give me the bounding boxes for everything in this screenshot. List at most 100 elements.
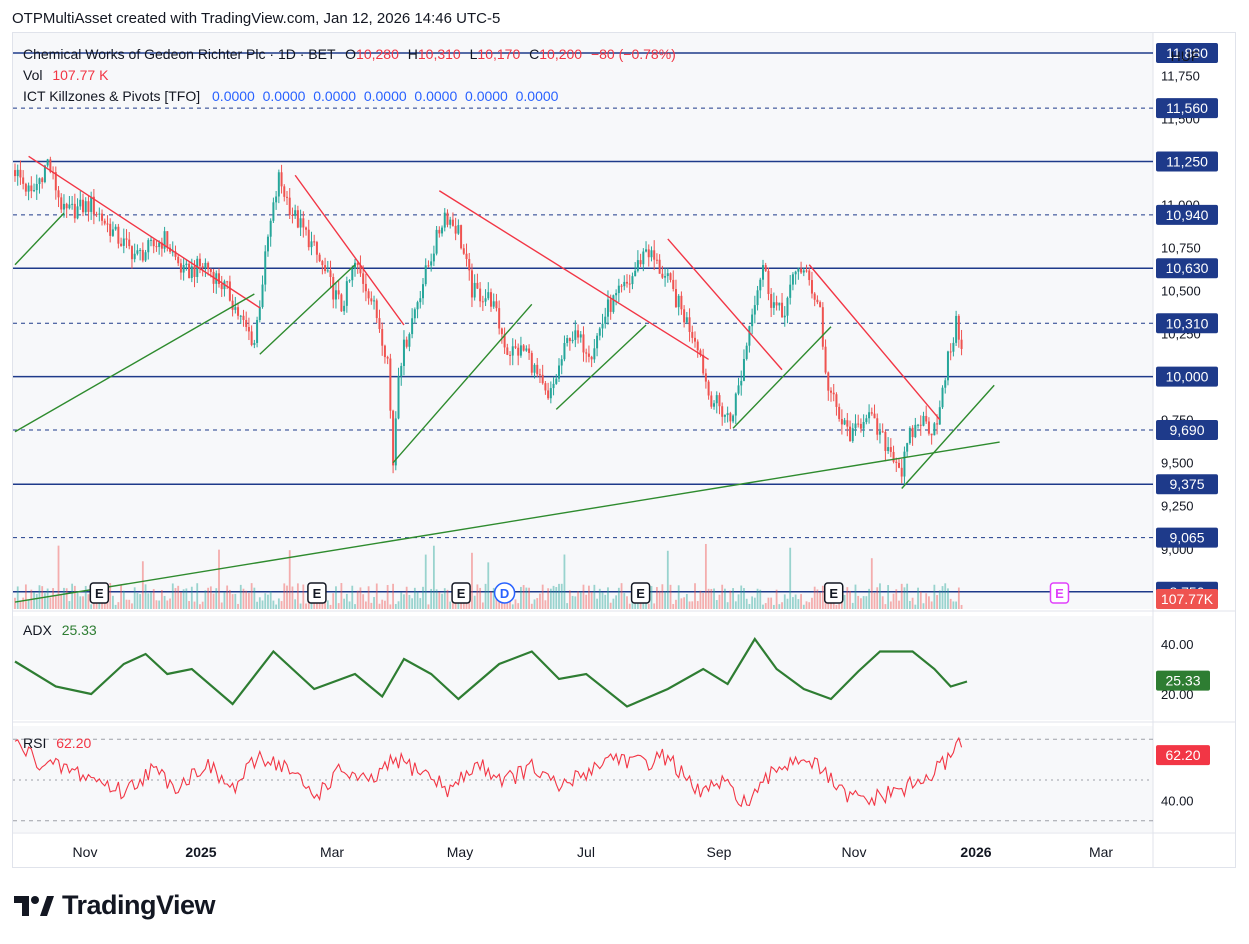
volume-bar	[272, 600, 275, 609]
volume-bar	[305, 603, 307, 609]
volume-bar	[558, 583, 560, 609]
volume-bar	[109, 583, 112, 609]
candle-body	[16, 169, 19, 177]
earnings-marker[interactable]: E	[89, 582, 110, 604]
volume-bar	[411, 598, 414, 609]
volume-bar	[598, 588, 601, 609]
volume-bar	[919, 591, 922, 609]
volume-bar	[386, 585, 389, 609]
tradingview-logo[interactable]: TradingView	[14, 890, 216, 921]
volume-bar	[299, 603, 302, 609]
earnings-marker[interactable]: E	[451, 582, 471, 604]
candle-body	[239, 315, 242, 317]
level-price-label: 9,375	[1169, 476, 1204, 492]
volume-bar	[384, 600, 386, 609]
candle-body	[514, 346, 517, 348]
volume-bar	[753, 597, 756, 609]
volume-bar	[378, 603, 381, 609]
candle-body	[362, 273, 365, 284]
volume-bar	[196, 583, 199, 609]
volume-bar	[49, 597, 52, 609]
candle-body	[563, 343, 566, 360]
level-price-badge	[1156, 151, 1218, 172]
earnings-marker[interactable]: E	[307, 582, 327, 604]
volume-bar	[900, 583, 903, 609]
candle-body	[889, 447, 892, 452]
volume-bar	[781, 602, 783, 609]
volume-bar	[533, 599, 536, 609]
volume-bar	[277, 598, 280, 609]
downtrend-line	[438, 190, 709, 361]
volume-bar	[835, 604, 838, 609]
volume-bar	[209, 586, 212, 609]
candle-body	[941, 387, 944, 408]
volume-bar	[424, 554, 427, 609]
candle-body	[756, 290, 759, 306]
candle-body	[707, 381, 710, 396]
open-label: O	[345, 46, 356, 62]
candle-body	[432, 253, 435, 262]
candle-body	[609, 299, 612, 312]
candle-body	[927, 421, 930, 434]
volume-bar	[117, 602, 120, 609]
candle-body	[280, 172, 283, 187]
candle-body	[57, 190, 60, 198]
candle-body	[813, 293, 816, 300]
volume-bar	[71, 583, 74, 609]
high-value: 10,310	[418, 46, 461, 62]
candle-body	[740, 380, 743, 386]
candle-body	[256, 320, 259, 343]
candle-body	[193, 266, 196, 277]
candle-body	[188, 263, 191, 279]
candle-body	[552, 383, 555, 389]
volume-bar	[702, 592, 705, 609]
candle-body	[631, 276, 634, 285]
candle-body	[286, 196, 288, 198]
volume-bar	[539, 593, 541, 609]
tradingview-wordmark: TradingView	[62, 890, 216, 920]
candle-body	[310, 241, 313, 248]
candle-body	[470, 270, 473, 298]
volume-bar	[84, 585, 87, 609]
level-price-label: 11,250	[1166, 153, 1208, 169]
candle-body	[381, 329, 384, 346]
earnings-marker[interactable]: E	[630, 582, 651, 604]
volume-bar	[373, 597, 375, 609]
volume-bar	[694, 583, 696, 609]
candle-body	[590, 356, 593, 360]
close-value: 10,200	[539, 46, 582, 62]
level-price-badge	[1156, 43, 1218, 64]
candle-body	[370, 298, 373, 302]
candle-body	[843, 420, 846, 425]
volume-bar	[865, 596, 868, 609]
volume-bar	[514, 599, 517, 609]
chart-canvas[interactable]: 11,75011,50011,00010,75010,50010,2509,75…	[13, 33, 1235, 867]
candle-body	[862, 422, 865, 429]
volume-bar	[120, 585, 122, 609]
volume-bar	[675, 599, 677, 609]
volume-bar	[876, 587, 879, 609]
earnings-marker[interactable]: E	[1049, 582, 1070, 604]
candle-body	[574, 330, 577, 340]
currency-label[interactable]: HUF	[1171, 48, 1200, 64]
volume-bar	[403, 594, 405, 609]
volume-bar	[24, 584, 27, 609]
volume-bar	[947, 588, 949, 609]
candle-body	[881, 431, 884, 433]
volume-bar	[73, 585, 76, 609]
volume-bar	[122, 590, 125, 609]
candle-body	[468, 259, 471, 271]
candle-body	[283, 186, 286, 197]
chart-frame[interactable]: 11,75011,50011,00010,75010,50010,2509,75…	[12, 32, 1236, 868]
candle-body	[337, 290, 340, 295]
earnings-marker[interactable]: E	[823, 582, 844, 604]
candle-body	[887, 447, 890, 451]
volume-bar	[408, 594, 411, 609]
candle-body	[348, 280, 351, 282]
candle-body	[136, 250, 139, 254]
candle-body	[634, 270, 637, 277]
volume-bars	[14, 543, 963, 609]
dividend-marker[interactable]: D	[493, 582, 516, 604]
volume-bar	[596, 598, 598, 609]
